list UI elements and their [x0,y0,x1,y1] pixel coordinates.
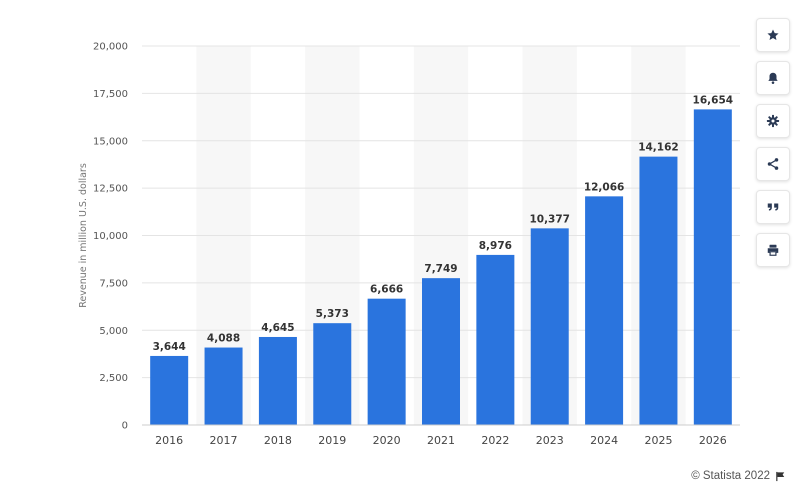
y-tick-label: 20,000 [93,42,128,53]
y-tick-label: 5,000 [99,326,128,337]
bar[interactable] [313,323,352,425]
side-toolbar [756,18,790,276]
data-label: 14,162 [638,142,679,154]
y-tick-label: 2,500 [99,373,128,384]
bar[interactable] [204,347,243,425]
quote-icon [767,203,779,211]
y-tick-label: 7,500 [99,278,128,289]
data-label: 10,377 [529,213,570,225]
data-label: 8,976 [479,240,512,252]
x-tick-label: 2016 [155,434,183,447]
print-button[interactable] [756,233,790,267]
credits-text: © Statista 2022 [691,470,770,482]
x-tick-label: 2026 [699,434,727,447]
favorite-button[interactable] [756,18,790,52]
gear-icon [766,114,780,128]
bar[interactable] [585,196,624,425]
x-tick-label: 2025 [644,434,672,447]
x-tick-label: 2021 [427,434,455,447]
notification-button[interactable] [756,61,790,95]
y-tick-label: 15,000 [93,136,128,147]
data-label: 6,666 [370,284,403,296]
settings-button[interactable] [756,104,790,138]
bar[interactable] [367,298,406,425]
bar[interactable] [476,254,515,425]
x-tick-label: 2024 [590,434,618,447]
bar[interactable] [639,156,678,425]
data-label: 16,654 [693,94,734,106]
credits[interactable]: © Statista 2022 [691,470,786,482]
bars [150,109,732,425]
x-tick-label: 2022 [481,434,509,447]
y-tick-label: 0 [122,421,128,432]
y-tick-label: 10,000 [93,231,128,242]
bar[interactable] [530,228,569,425]
data-label: 3,644 [153,341,186,353]
bar[interactable] [422,278,460,425]
data-labels: 3,644 4,088 4,645 5,373 6,666 7,749 8,976 10,37… [153,94,734,353]
cite-button[interactable] [756,190,790,224]
x-axis-ticks: 2016 2017 2018 2019 2020 2021 2022 2023 2024 2025… [155,434,727,447]
bar[interactable] [258,336,297,425]
y-tick-label: 12,500 [93,184,128,195]
data-label: 5,373 [316,308,349,320]
data-label: 4,088 [207,333,240,345]
y-axis-ticks: 0 2,500 5,000 7,500 10,000 12,500 15,000 17,500… [93,42,128,432]
print-icon [767,244,779,256]
bar[interactable] [150,355,189,425]
data-label: 4,645 [261,322,294,334]
data-label: 12,066 [584,181,625,193]
x-tick-label: 2017 [210,434,238,447]
y-axis-title: Revenue in million U.S. dollars [78,163,89,308]
data-label: 7,749 [424,263,457,275]
x-tick-label: 2018 [264,434,292,447]
x-tick-label: 2020 [373,434,401,447]
bell-icon [768,72,778,84]
bar[interactable] [693,109,732,425]
share-icon [767,158,779,170]
share-button[interactable] [756,147,790,181]
star-icon [767,29,779,40]
x-tick-label: 2019 [318,434,346,447]
flag-icon [776,471,785,481]
y-tick-label: 17,500 [93,89,128,100]
x-tick-label: 2023 [536,434,564,447]
